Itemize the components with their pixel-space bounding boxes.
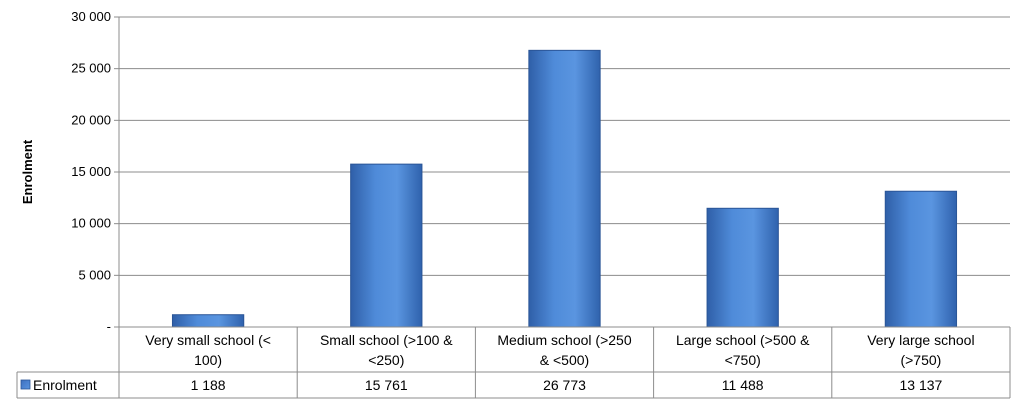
bar [706,207,779,328]
category-label: (>750) [900,352,941,368]
category-label: <250) [368,352,404,368]
bar [884,190,958,328]
data-value-label: 26 773 [543,377,586,393]
legend-series-name: Enrolment [33,377,97,393]
category-label: Very small school (< [145,332,271,348]
y-axis-title: Enrolment [20,139,35,204]
y-tick-label: 30 000 [71,9,111,24]
category-label: Large school (>500 & [676,332,810,348]
y-tick-label: 5 000 [78,267,111,282]
y-tick-label: 20 000 [71,112,111,127]
y-tick-label: - [107,319,111,334]
y-tick-label: 15 000 [71,164,111,179]
bar [528,49,601,328]
category-label: & <500) [540,352,589,368]
y-axis: - 5 000 10 000 15 000 20 000 25 000 30 000 Enro… [20,9,120,334]
category-label: Very large school [867,332,974,348]
data-table: Very small school (< 100) Small school (>1… [16,326,1011,399]
category-label: <750) [725,352,761,368]
category-label: 100) [194,352,222,368]
data-value-label: 15 761 [365,377,408,393]
data-value-label: 11 488 [722,377,764,393]
category-label: Medium school (>250 [497,332,631,348]
data-value-label: 1 188 [191,377,226,393]
category-label: Small school (>100 & [320,332,453,348]
bars [171,49,958,328]
bar [350,163,423,328]
y-tick-label: 10 000 [71,216,111,231]
data-value-label: 13 137 [899,377,942,393]
y-tick-label: 25 000 [71,61,111,76]
bar [171,314,245,328]
legend-key [20,379,31,390]
